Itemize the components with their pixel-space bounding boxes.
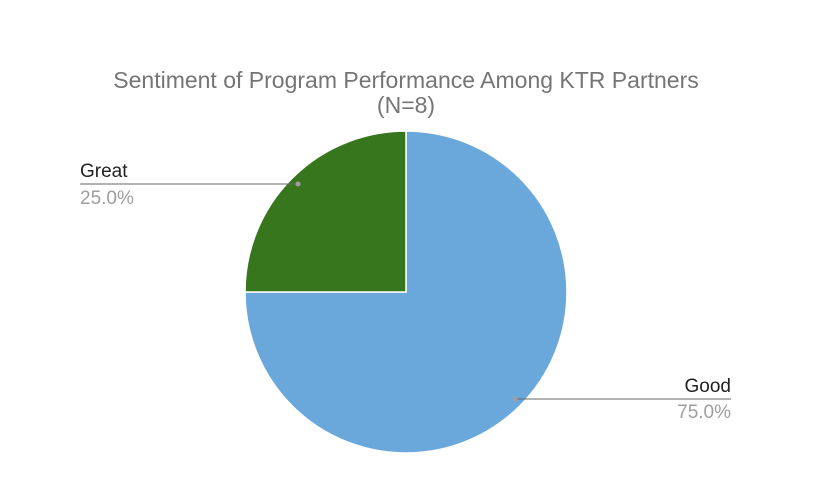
slice-percent-great: 25.0% [80,188,134,209]
leader-dot-great [295,181,301,187]
slice-label-great: Great [80,161,128,182]
slice-label-good: Good [685,376,731,397]
label-good: Good 75.0% [512,376,731,423]
leader-dot-good [512,396,518,402]
label-great: Great 25.0% [80,161,301,209]
slice-percent-good: 75.0% [677,402,731,423]
pie-slice-great [244,130,407,293]
pie-slices [244,130,568,454]
chart-title: Sentiment of Program Performance Among K… [113,67,698,93]
chart-subtitle: (N=8) [377,92,435,118]
